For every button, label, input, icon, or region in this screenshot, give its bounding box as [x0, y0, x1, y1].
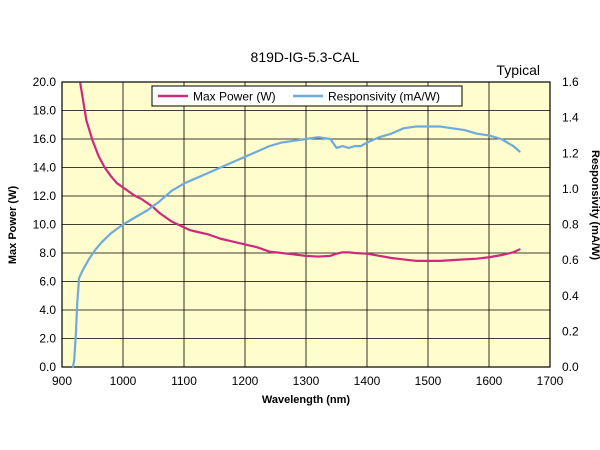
y-right-tick-label: 1.0	[562, 182, 579, 196]
chart-note: Typical	[496, 62, 540, 78]
y-left-tick-label: 18.0	[33, 104, 57, 118]
series-line-responsivity	[71, 125, 521, 369]
ticks-layer: 900 1000 1100 1200 1300 1400 1500 1600 17000.02.…	[33, 75, 579, 388]
y-right-tick-label: 0.6	[562, 253, 579, 267]
y-left-tick-label: 8.0	[39, 246, 56, 260]
y-left-tick-label: 4.0	[39, 303, 56, 317]
legend-label-responsivity: Responsivity (mA/W)	[328, 90, 440, 104]
x-axis-label: Wavelength (nm)	[262, 394, 351, 406]
x-tick-label: 1700	[537, 374, 564, 388]
y-left-tick-label: 2.0	[39, 332, 56, 346]
y-axis-right-label: Responsivity (mA/W)	[589, 150, 600, 260]
x-tick-label: 1600	[476, 374, 503, 388]
grid	[62, 82, 550, 367]
legend: Max Power (W) Responsivity (mA/W)	[151, 85, 463, 107]
chart-title: 819D-IG-5.3-CAL	[251, 49, 360, 65]
x-tick-label: 1400	[354, 374, 381, 388]
x-tick-label: 1200	[232, 374, 259, 388]
x-tick-label: 1100	[171, 374, 197, 388]
series-line-max-power	[79, 82, 521, 262]
legend-label-max-power: Max Power (W)	[193, 90, 276, 104]
y-left-tick-label: 20.0	[33, 75, 57, 89]
y-right-tick-label: 1.4	[562, 111, 579, 125]
y-right-tick-label: 0.0	[562, 360, 579, 374]
x-tick-label: 1500	[415, 374, 442, 388]
y-right-tick-label: 0.4	[562, 289, 579, 303]
y-right-tick-label: 1.2	[562, 146, 579, 160]
x-tick-label: 1000	[110, 374, 137, 388]
series-layer	[71, 82, 521, 369]
y-right-tick-label: 0.2	[562, 324, 579, 338]
x-tick-label: 900	[52, 374, 72, 388]
y-right-tick-label: 1.6	[562, 75, 579, 89]
x-tick-label: 1300	[293, 374, 320, 388]
y-right-tick-label: 0.8	[562, 218, 579, 232]
y-left-tick-label: 0.0	[39, 360, 56, 374]
y-axis-left-label: Max Power (W)	[7, 186, 19, 265]
y-left-tick-label: 12.0	[33, 189, 57, 203]
y-left-tick-label: 14.0	[33, 161, 57, 175]
y-left-tick-label: 6.0	[39, 275, 56, 289]
y-left-tick-label: 10.0	[33, 218, 57, 232]
y-left-tick-label: 16.0	[33, 132, 57, 146]
